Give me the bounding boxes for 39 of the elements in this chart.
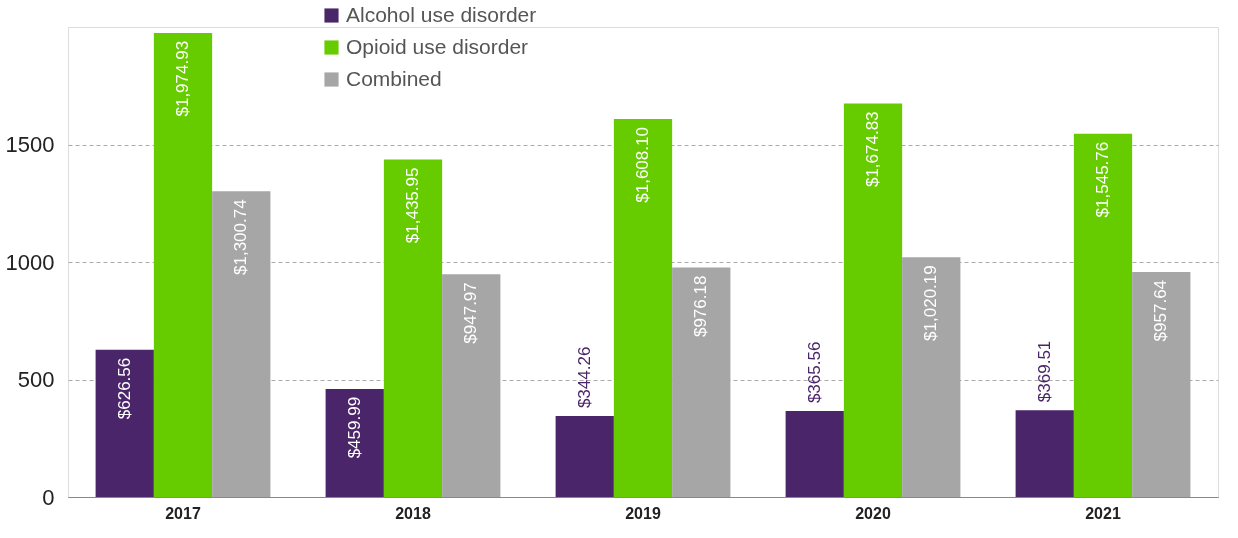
- data-label: $1,974.93: [173, 40, 192, 117]
- x-tick-label: 2018: [395, 504, 431, 522]
- legend-label: Combined: [346, 66, 442, 90]
- bar: [383, 159, 443, 497]
- bar: [325, 388, 384, 497]
- bar: [785, 411, 844, 497]
- bar: [95, 349, 154, 497]
- data-label: $957.64: [1151, 279, 1171, 342]
- y-tick-label: 1500: [5, 132, 55, 157]
- data-label: $1,300.74: [231, 199, 251, 275]
- legend-label: Alcohol use disorder: [346, 2, 537, 26]
- data-label: $976.18: [691, 275, 711, 338]
- data-label: $1,608.10: [633, 127, 652, 203]
- bar: [843, 103, 903, 497]
- x-tick-label: 2017: [165, 504, 201, 522]
- y-tick-label: 1000: [5, 249, 55, 275]
- bar: [442, 274, 501, 497]
- data-label: $626.56: [114, 357, 134, 420]
- y-tick-label: 0: [42, 484, 55, 510]
- legend-label: Opioid use disorder: [346, 34, 529, 58]
- data-label: $1,435.95: [403, 167, 422, 244]
- bar: [212, 191, 271, 497]
- data-label: $365.56: [804, 341, 824, 404]
- y-tick-label: 500: [17, 367, 55, 392]
- bar: [1073, 133, 1133, 497]
- data-label: $459.99: [344, 396, 364, 459]
- bar: [555, 416, 614, 497]
- x-tick-label: 2020: [855, 504, 891, 522]
- data-label: $1,674.83: [863, 111, 882, 188]
- data-label: $369.51: [1034, 340, 1054, 403]
- bar: [1015, 410, 1074, 497]
- data-label: $947.97: [461, 282, 481, 344]
- bar: [153, 32, 213, 497]
- x-tick-label: 2019: [625, 504, 661, 522]
- data-label: $1,545.76: [1093, 141, 1112, 218]
- data-label: $344.26: [574, 346, 594, 409]
- data-label: $1,020.19: [921, 265, 941, 341]
- bar: [613, 119, 673, 497]
- x-tick-label: 2021: [1085, 504, 1121, 522]
